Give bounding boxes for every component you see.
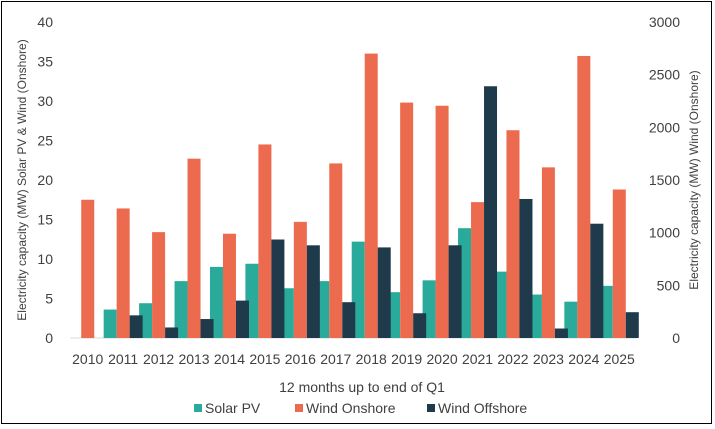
y-left-tick-label: 40 <box>37 14 53 30</box>
bar-wind-offshore-2014 <box>235 300 249 338</box>
bar-wind-offshore-2015 <box>271 239 285 338</box>
legend-swatch-solar-pv <box>194 404 202 412</box>
bar-wind-onshore-2011 <box>116 208 130 338</box>
x-tick-label: 2010 <box>72 351 103 367</box>
x-tick-label: 2019 <box>391 351 422 367</box>
bar-solar-pv-2013 <box>174 281 188 338</box>
y-left-tick-label: 5 <box>45 291 53 307</box>
bar-wind-offshore-2024 <box>590 223 604 338</box>
x-tick-label: 2023 <box>533 351 564 367</box>
x-tick-label: 2012 <box>143 351 174 367</box>
bar-wind-offshore-2011 <box>129 315 143 338</box>
y-left-tick-label: 35 <box>37 54 53 70</box>
bar-wind-onshore-2019 <box>400 102 414 338</box>
bar-wind-onshore-2023 <box>541 167 555 338</box>
left-axis-ticks: 0 5 10 15 20 25 30 35 40 <box>37 14 53 346</box>
bar-wind-onshore-2016 <box>293 221 307 338</box>
y-left-tick-label: 20 <box>37 172 53 188</box>
bar-wind-offshore-2013 <box>200 319 214 338</box>
bar-wind-offshore-2016 <box>306 245 320 338</box>
y-left-tick-label: 0 <box>45 330 53 346</box>
y-left-tick-label: 25 <box>37 133 53 149</box>
bars <box>81 53 639 339</box>
bar-wind-onshore-2025 <box>612 189 626 338</box>
y-right-tick-label: 3000 <box>649 14 680 30</box>
x-axis-ticks: 2010 2011 2012 2013 2014 2015 2016 2017 2018 2019… <box>72 351 635 367</box>
bar-wind-offshore-2020 <box>448 245 462 338</box>
y-right-tick-label: 2000 <box>649 119 680 135</box>
bar-wind-onshore-2018 <box>364 53 378 338</box>
y-left-tick-label: 15 <box>37 212 53 228</box>
x-tick-label: 2020 <box>427 351 458 367</box>
bar-wind-offshore-2021 <box>484 86 498 339</box>
bar-solar-pv-2011 <box>103 309 117 338</box>
bar-wind-onshore-2022 <box>506 130 520 338</box>
y-axis-title-left: Electricity capacity (MW) Solar PV & Win… <box>15 39 29 320</box>
y-right-tick-label: 2500 <box>649 67 680 83</box>
y-right-tick-label: 500 <box>657 277 681 293</box>
x-tick-label: 2024 <box>568 351 599 367</box>
bar-wind-onshore-2013 <box>187 158 201 338</box>
x-axis-title: 12 months up to end of Q1 <box>279 379 445 395</box>
x-tick-label: 2025 <box>604 351 635 367</box>
legend: Solar PV Wind Onshore Wind Offshore <box>194 400 527 416</box>
bar-wind-offshore-2019 <box>413 313 427 338</box>
y-right-tick-label: 1500 <box>649 172 680 188</box>
x-tick-label: 2018 <box>356 351 387 367</box>
bar-wind-offshore-2017 <box>342 302 356 338</box>
bar-wind-offshore-2022 <box>519 198 533 338</box>
x-tick-label: 2017 <box>320 351 351 367</box>
x-tick-label: 2011 <box>108 351 138 367</box>
y-axis-title-right: Electricity capacity (MW) Wind (Onshore) <box>687 70 701 289</box>
legend-label-solar-pv: Solar PV <box>205 400 261 416</box>
legend-label-wind-onshore: Wind Onshore <box>306 400 396 416</box>
y-left-tick-label: 10 <box>37 251 53 267</box>
x-tick-label: 2022 <box>497 351 528 367</box>
y-right-tick-label: 1000 <box>649 225 680 241</box>
y-right-tick-label: 0 <box>672 330 680 346</box>
legend-swatch-wind-onshore <box>295 404 303 412</box>
bar-wind-offshore-2025 <box>625 312 639 338</box>
bar-wind-onshore-2015 <box>258 144 272 338</box>
x-tick-label: 2013 <box>178 351 209 367</box>
right-axis-ticks: 0 500 1000 1500 2000 2500 3000 <box>649 14 680 346</box>
x-tick-label: 2014 <box>214 351 245 367</box>
bar-wind-onshore-2010 <box>81 199 95 338</box>
legend-label-wind-offshore: Wind Offshore <box>438 400 527 416</box>
bar-wind-onshore-2017 <box>329 163 343 338</box>
bar-wind-offshore-2012 <box>165 327 179 338</box>
x-tick-label: 2016 <box>285 351 316 367</box>
bar-wind-offshore-2018 <box>377 247 391 338</box>
bar-wind-onshore-2012 <box>152 232 166 338</box>
y-left-tick-label: 30 <box>37 93 53 109</box>
bar-wind-onshore-2014 <box>222 233 236 338</box>
bar-wind-onshore-2021 <box>471 202 485 338</box>
bar-wind-onshore-2024 <box>577 55 591 338</box>
legend-swatch-wind-offshore <box>427 404 435 412</box>
bar-wind-offshore-2023 <box>554 328 568 338</box>
x-tick-label: 2015 <box>249 351 280 367</box>
bar-wind-onshore-2020 <box>435 105 449 339</box>
x-tick-label: 2021 <box>462 351 493 367</box>
